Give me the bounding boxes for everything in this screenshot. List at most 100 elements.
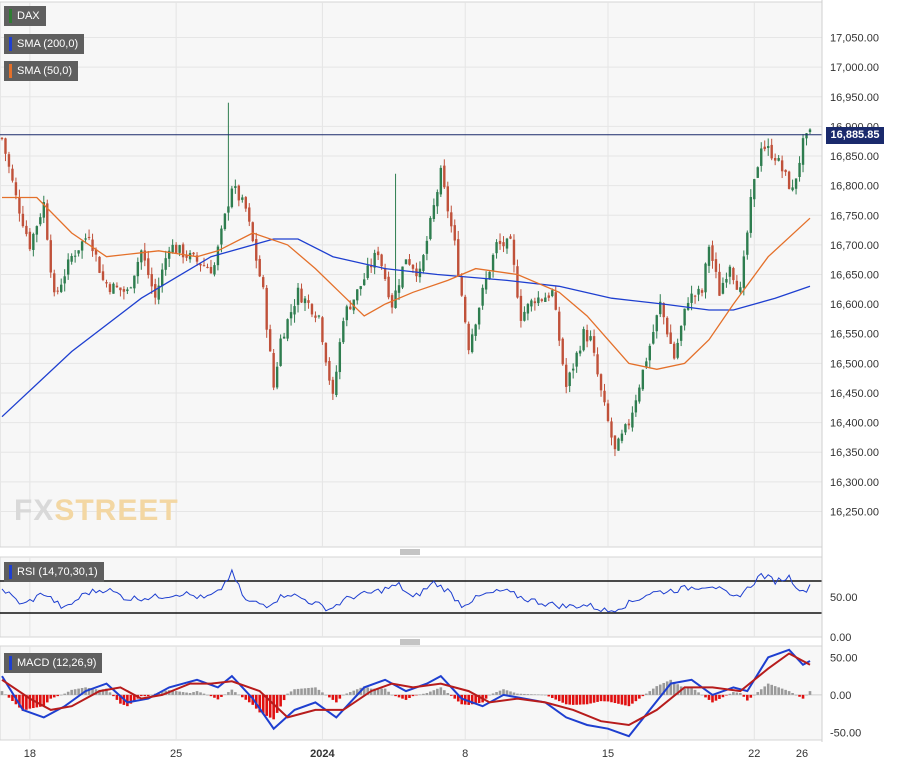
candle-body <box>60 284 63 292</box>
candle <box>338 338 342 380</box>
y-tick-label: 16,950.00 <box>830 92 879 104</box>
candle <box>63 269 66 292</box>
candle-body <box>801 138 805 165</box>
x-tick-label: 8 <box>462 748 468 760</box>
candle <box>53 269 56 297</box>
candle-body <box>213 265 216 275</box>
x-tick-label: 18 <box>24 748 36 760</box>
macd-tick-label: 50.00 <box>830 652 858 664</box>
candle <box>73 250 77 263</box>
legend-rsi-label: RSI (14,70,30,1) <box>17 566 98 578</box>
candle-body <box>537 297 540 304</box>
candle-body <box>202 265 206 267</box>
panel-resize-handle[interactable] <box>400 639 420 645</box>
macd-hist-bar <box>171 690 174 695</box>
macd-hist-bar <box>429 691 432 695</box>
candle-body <box>746 232 749 255</box>
candle-body <box>359 286 362 290</box>
candle-body <box>700 290 704 293</box>
legend-sma-200-swatch <box>9 37 12 51</box>
candle <box>272 348 275 391</box>
macd-hist-bar <box>380 688 383 695</box>
candle-body <box>119 287 122 291</box>
panel-resize-handle[interactable] <box>400 549 420 555</box>
candle-body <box>641 369 645 390</box>
macd-hist-bar <box>728 693 732 695</box>
macd-hist-bar <box>275 694 279 713</box>
candle <box>237 184 241 207</box>
macd-hist-bar <box>415 694 418 696</box>
candle-body <box>181 244 185 258</box>
candle-body <box>408 259 411 265</box>
candle <box>582 326 585 352</box>
candle <box>66 253 70 280</box>
macd-hist-bar <box>303 688 307 695</box>
watermark-fx: FX <box>14 494 55 527</box>
candle-body <box>453 225 456 241</box>
candle <box>230 185 234 209</box>
candle-body <box>599 374 603 391</box>
candle-body <box>711 245 714 261</box>
macd-hist-bar <box>575 694 578 705</box>
candle-body <box>791 187 794 191</box>
macd-hist-bar <box>564 694 568 705</box>
macd-hist-bar <box>700 694 704 696</box>
candle <box>307 294 310 309</box>
macd-hist-bar <box>498 690 502 695</box>
candle <box>533 297 537 311</box>
macd-hist-bar <box>279 694 282 707</box>
macd-hist-bar <box>7 694 11 698</box>
macd-hist-bar <box>133 694 136 702</box>
candle-body <box>561 338 564 365</box>
candle-body <box>171 244 174 253</box>
macd-hist-bar <box>732 692 735 695</box>
candle-body <box>558 311 561 341</box>
macd-hist-bar <box>610 694 613 703</box>
candle <box>244 196 247 212</box>
candle <box>345 304 348 327</box>
candle <box>767 138 770 156</box>
candle <box>422 253 425 274</box>
y-axis-rsi: 50.00 0.00 <box>830 592 858 644</box>
candle <box>627 419 631 430</box>
candle-body <box>467 323 470 351</box>
candle-body <box>732 268 735 281</box>
candle-body <box>230 188 234 208</box>
y-tick-label: 16,300.00 <box>830 477 879 489</box>
macd-hist-bar <box>526 694 530 695</box>
macd-hist-bar <box>234 692 237 695</box>
macd-hist-bar <box>446 693 450 695</box>
candle <box>578 345 582 357</box>
candle <box>763 140 766 152</box>
candle <box>289 304 293 326</box>
candle <box>408 254 411 266</box>
candle <box>376 246 380 260</box>
macd-hist-bar <box>185 692 188 695</box>
macd-hist-bar <box>213 694 216 698</box>
macd-hist-bar <box>328 694 331 698</box>
candle-body <box>167 250 171 259</box>
candle-body <box>11 168 14 181</box>
candle-body <box>241 197 244 200</box>
macd-hist-bar <box>512 692 516 695</box>
candle-body <box>248 207 251 222</box>
macd-hist-bar <box>443 690 446 695</box>
candle <box>704 262 707 299</box>
candle <box>707 244 711 274</box>
candle-body <box>282 336 286 339</box>
x-tick-label: 22 <box>748 748 760 760</box>
candle <box>268 324 272 352</box>
macd-hist-bar <box>237 694 241 696</box>
legend-dax: DAX <box>4 6 46 26</box>
candle <box>697 285 700 302</box>
candle-body <box>589 336 592 341</box>
candle <box>777 155 780 162</box>
candle-body <box>620 433 624 441</box>
macd-hist-bar <box>348 692 352 695</box>
rsi-line <box>1 568 811 613</box>
macd-hist-bar <box>662 682 666 695</box>
y-tick-label: 16,600.00 <box>830 299 879 311</box>
candle <box>282 332 286 339</box>
candle <box>558 306 561 347</box>
candle <box>25 220 28 237</box>
